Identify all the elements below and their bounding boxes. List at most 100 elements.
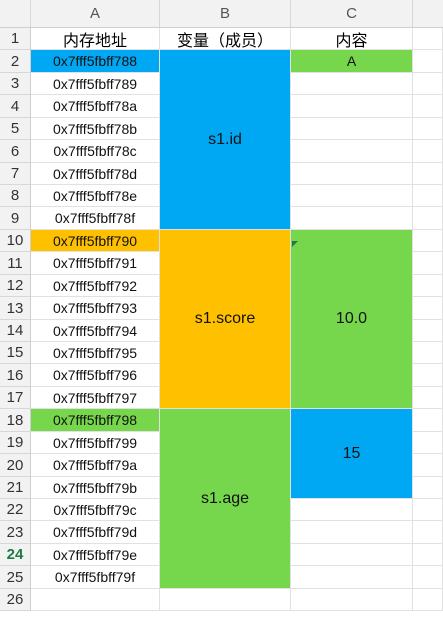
address-cell[interactable]: 0x7fff5fbff794 [31, 320, 160, 342]
content-cell-empty[interactable] [291, 589, 413, 611]
empty-cell[interactable] [413, 163, 443, 185]
address-cell[interactable]: 0x7fff5fbff799 [31, 432, 160, 454]
empty-cell[interactable] [413, 252, 443, 275]
row-header[interactable]: 17 [0, 387, 31, 409]
content-cell-empty[interactable] [291, 163, 413, 185]
empty-cell[interactable] [413, 499, 443, 521]
empty-cell[interactable] [413, 118, 443, 140]
address-cell[interactable]: 0x7fff5fbff798 [31, 409, 160, 432]
address-cell[interactable]: 0x7fff5fbff788 [31, 50, 160, 73]
row-header[interactable]: 3 [0, 73, 31, 95]
address-cell[interactable]: 0x7fff5fbff78f [31, 207, 160, 230]
row-header[interactable]: 9 [0, 207, 31, 230]
address-cell[interactable]: 0x7fff5fbff79f [31, 566, 160, 589]
row-header[interactable]: 8 [0, 185, 31, 207]
content-cell-empty[interactable] [291, 544, 413, 566]
empty-cell[interactable] [413, 140, 443, 163]
content-cell-empty[interactable] [291, 566, 413, 589]
empty-cell[interactable] [413, 185, 443, 207]
address-cell[interactable]: 0x7fff5fbff789 [31, 73, 160, 95]
content-cell-char[interactable]: A [291, 50, 413, 73]
address-cell[interactable]: 0x7fff5fbff78a [31, 95, 160, 118]
content-cell-empty[interactable] [291, 95, 413, 118]
address-cell[interactable]: 0x7fff5fbff78d [31, 163, 160, 185]
row-header[interactable]: 11 [0, 252, 31, 275]
address-cell[interactable]: 0x7fff5fbff78b [31, 118, 160, 140]
address-cell[interactable]: 0x7fff5fbff796 [31, 364, 160, 387]
empty-cell[interactable] [413, 28, 443, 50]
row-header[interactable]: 16 [0, 364, 31, 387]
empty-cell[interactable] [413, 50, 443, 73]
row-header[interactable]: 4 [0, 95, 31, 118]
row-header[interactable]: 19 [0, 432, 31, 454]
header-cell[interactable]: 内存地址 [31, 28, 160, 50]
content-cell-empty[interactable] [291, 140, 413, 163]
empty-cell[interactable] [413, 566, 443, 589]
empty-cell[interactable] [413, 320, 443, 342]
column-header-b[interactable]: B [160, 0, 291, 28]
row-header[interactable]: 6 [0, 140, 31, 163]
address-cell[interactable]: 0x7fff5fbff795 [31, 342, 160, 364]
address-cell[interactable]: 0x7fff5fbff797 [31, 387, 160, 409]
select-all-corner[interactable] [0, 0, 31, 28]
row-header[interactable]: 10 [0, 230, 31, 252]
empty-cell[interactable] [413, 521, 443, 544]
address-cell[interactable]: 0x7fff5fbff792 [31, 275, 160, 297]
address-cell[interactable]: 0x7fff5fbff78e [31, 185, 160, 207]
member-cell-age[interactable]: s1.age [160, 409, 291, 589]
empty-cell[interactable] [413, 589, 443, 611]
member-cell-score[interactable]: s1.score [160, 230, 291, 409]
content-cell-float[interactable]: 10.0 [291, 230, 413, 409]
empty-cell[interactable] [413, 432, 443, 454]
row-header[interactable]: 23 [0, 521, 31, 544]
content-cell-empty[interactable] [291, 118, 413, 140]
column-header-c[interactable]: C [291, 0, 413, 28]
empty-cell[interactable] [413, 409, 443, 432]
row-header[interactable]: 24 [0, 544, 31, 566]
address-cell[interactable]: 0x7fff5fbff793 [31, 297, 160, 320]
row-header[interactable]: 13 [0, 297, 31, 320]
column-header-next[interactable] [413, 0, 443, 28]
row-header[interactable]: 26 [0, 589, 31, 611]
row-header[interactable]: 15 [0, 342, 31, 364]
row-header[interactable]: 20 [0, 454, 31, 477]
empty-cell[interactable] [413, 230, 443, 252]
row-header[interactable]: 2 [0, 50, 31, 73]
empty-cell[interactable] [413, 207, 443, 230]
header-cell[interactable]: 内容 [291, 28, 413, 50]
address-cell[interactable]: 0x7fff5fbff79c [31, 499, 160, 521]
row-header[interactable]: 5 [0, 118, 31, 140]
content-cell-empty[interactable] [291, 185, 413, 207]
content-cell-empty[interactable] [291, 521, 413, 544]
address-cell[interactable]: 0x7fff5fbff78c [31, 140, 160, 163]
address-cell[interactable]: 0x7fff5fbff79e [31, 544, 160, 566]
empty-cell[interactable] [160, 589, 291, 611]
empty-cell[interactable] [31, 589, 160, 611]
member-cell-id[interactable]: s1.id [160, 50, 291, 230]
address-cell[interactable]: 0x7fff5fbff79b [31, 477, 160, 499]
row-header[interactable]: 7 [0, 163, 31, 185]
empty-cell[interactable] [413, 297, 443, 320]
content-cell-empty[interactable] [291, 207, 413, 230]
empty-cell[interactable] [413, 73, 443, 95]
row-header[interactable]: 12 [0, 275, 31, 297]
content-cell-empty[interactable] [291, 499, 413, 521]
address-cell[interactable]: 0x7fff5fbff79d [31, 521, 160, 544]
row-header[interactable]: 14 [0, 320, 31, 342]
row-header[interactable]: 25 [0, 566, 31, 589]
row-header[interactable]: 18 [0, 409, 31, 432]
address-cell[interactable]: 0x7fff5fbff790 [31, 230, 160, 252]
content-cell-empty[interactable] [291, 73, 413, 95]
address-cell[interactable]: 0x7fff5fbff79a [31, 454, 160, 477]
column-header-a[interactable]: A [31, 0, 160, 28]
row-header[interactable]: 22 [0, 499, 31, 521]
address-cell[interactable]: 0x7fff5fbff791 [31, 252, 160, 275]
header-cell[interactable]: 变量（成员） [160, 28, 291, 50]
empty-cell[interactable] [413, 454, 443, 477]
content-cell-int[interactable]: 15 [291, 409, 413, 499]
empty-cell[interactable] [413, 387, 443, 409]
empty-cell[interactable] [413, 95, 443, 118]
row-header[interactable]: 1 [0, 28, 31, 50]
empty-cell[interactable] [413, 342, 443, 364]
empty-cell[interactable] [413, 275, 443, 297]
